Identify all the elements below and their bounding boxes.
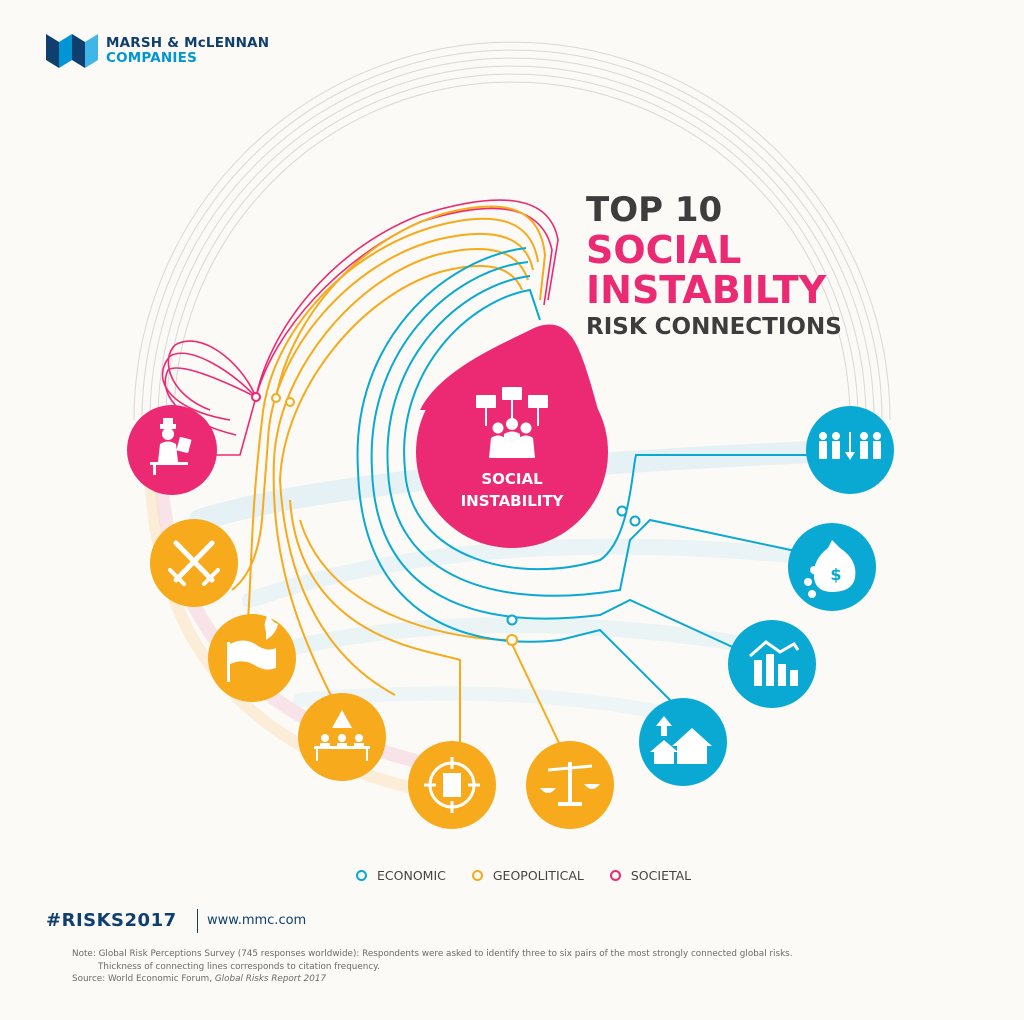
protest-crowd-icon — [476, 387, 548, 458]
risk-node-geopolitical-3[interactable] — [298, 693, 386, 781]
source-prefix: Source: World Economic Forum, — [72, 974, 215, 984]
legend-label: SOCIETAL — [630, 868, 692, 883]
title-subtitle: RISK CONNECTIONS — [586, 314, 842, 340]
company-logo: MARSH & McLENNAN COMPANIES — [46, 34, 269, 68]
legend: ECONOMIC GEOPOLITICAL SOCIETAL — [356, 868, 717, 883]
logo-subname: COMPANIES — [106, 50, 197, 66]
source-title: Global Risks Report 2017 — [214, 974, 327, 984]
legend-label: GEOPOLITICAL — [492, 868, 584, 883]
source-line: Source: World Economic Forum, Global Ris… — [72, 973, 1002, 986]
center-node — [416, 324, 608, 548]
note-line-1: Note: Global Risk Perceptions Survey (74… — [72, 949, 793, 959]
risk-nodes: $ — [127, 405, 894, 829]
footnotes: Note: Global Risk Perceptions Survey (74… — [72, 948, 1002, 986]
legend-label: ECONOMIC — [377, 868, 446, 883]
center-label-line1: SOCIAL — [481, 470, 543, 488]
logo-name: MARSH & McLENNAN — [106, 35, 270, 51]
legend-dot-icon — [356, 870, 367, 881]
deflation-chart-icon — [749, 640, 800, 686]
risk-node-economic-2[interactable] — [728, 620, 816, 708]
fiscal-crisis-moneybag-icon — [804, 540, 856, 598]
title-block: TOP 10 SOCIAL INSTABILTY RISK CONNECTION… — [586, 190, 842, 344]
outer-grey-arcs — [133, 41, 891, 421]
logo-mark-icon — [46, 34, 98, 68]
title-social: SOCIAL — [586, 228, 742, 272]
legend-item-geopolitical: GEOPOLITICAL — [471, 868, 584, 883]
risk-node-geopolitical-5[interactable] — [526, 741, 614, 829]
website-link[interactable]: www.mmc.com — [207, 913, 307, 928]
interstate-conflict-icon — [168, 540, 220, 586]
center-label-line2: INSTABILITY — [460, 492, 564, 510]
unemployment-people-icon — [819, 432, 881, 460]
legend-dot-icon — [471, 870, 483, 881]
legend-dot-icon — [609, 870, 621, 881]
title-top: TOP 10 — [586, 190, 723, 230]
risk-node-economic-4[interactable] — [806, 406, 894, 494]
risk-node-geopolitical-2[interactable] — [208, 612, 296, 702]
hashtag: #RISKS2017 — [46, 910, 177, 931]
state-collapse-icon — [227, 612, 278, 682]
profound-social-instability-icon — [150, 418, 192, 475]
terrorist-attack-icon — [424, 757, 480, 813]
failure-of-governance-scales-icon — [540, 762, 600, 806]
legend-item-economic: ECONOMIC — [356, 868, 446, 883]
note-line-2: Thickness of connecting lines correspond… — [98, 961, 380, 972]
risk-node-geopolitical-4[interactable] — [408, 741, 496, 829]
risk-node-societal[interactable] — [127, 405, 217, 495]
failure-of-governance-icon — [314, 710, 370, 761]
economic-connections — [356, 247, 810, 711]
junction-rings — [251, 392, 641, 646]
title-instability: INSTABILTY — [586, 268, 827, 312]
footer-divider — [197, 909, 198, 933]
risk-node-economic-3[interactable]: $ — [788, 523, 876, 611]
svg-text:$: $ — [830, 565, 841, 584]
legend-item-societal: SOCIETAL — [609, 868, 692, 883]
center-label: SOCIAL INSTABILITY — [430, 468, 594, 512]
housing-asset-bubble-icon — [650, 716, 712, 764]
risk-node-economic-1[interactable] — [639, 698, 727, 786]
risk-node-geopolitical-1[interactable] — [150, 519, 238, 607]
